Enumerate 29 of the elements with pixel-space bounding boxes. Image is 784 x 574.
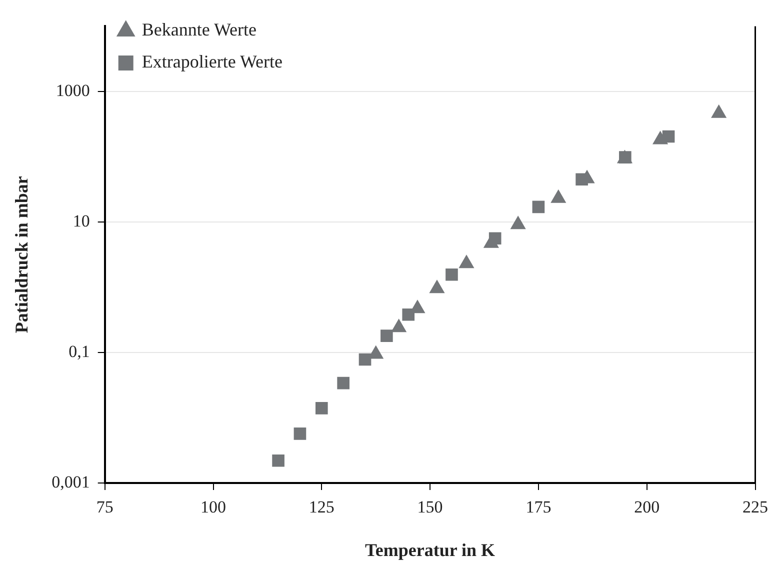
point: [459, 255, 474, 268]
y-tick-label: 10: [72, 211, 90, 230]
point: [358, 353, 372, 366]
point: [337, 376, 350, 390]
point: [510, 216, 526, 230]
point: [446, 268, 458, 281]
point: [294, 428, 306, 440]
point: [402, 308, 415, 321]
x-tick-label: 125: [308, 498, 334, 517]
x-axis-title: Temperatur in K: [365, 540, 496, 560]
x-tick-label: 225: [742, 498, 768, 517]
y-tick-label: 1000: [56, 80, 90, 100]
x-tick-label: 100: [200, 498, 226, 517]
point: [711, 104, 726, 118]
y-tick-label: 0,001: [52, 472, 90, 492]
point: [380, 330, 393, 342]
point: [391, 319, 406, 332]
y-axis-title: Patialdruck in mbar: [11, 176, 32, 334]
legend-label: Extrapolierte Werte: [142, 52, 283, 72]
x-tick-label: 75: [96, 498, 114, 517]
point: [315, 402, 328, 414]
x-tick-label: 150: [417, 498, 443, 517]
legend-label: Bekannte Werte: [142, 20, 257, 40]
y-tick-label: 0,1: [68, 342, 90, 361]
point: [430, 280, 444, 294]
point: [272, 454, 284, 467]
x-tick-label: 200: [634, 498, 660, 517]
point: [550, 190, 566, 203]
x-tick-label: 175: [526, 498, 552, 517]
